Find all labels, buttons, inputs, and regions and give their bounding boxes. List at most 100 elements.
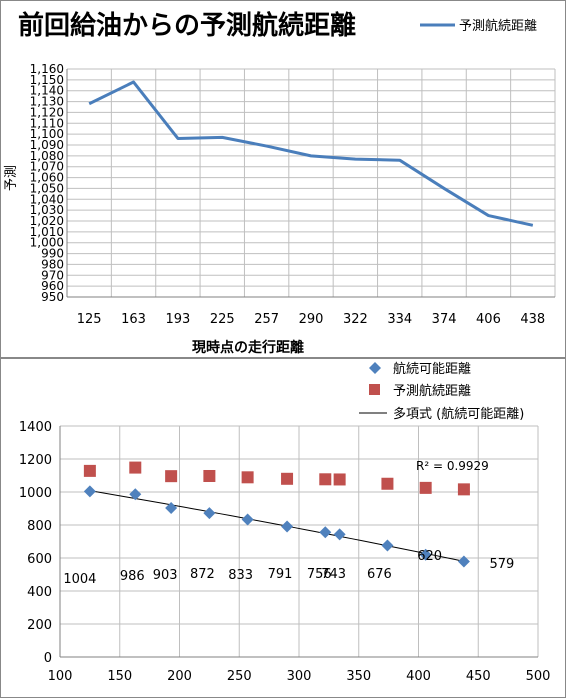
chart1-y-tick-label: 1,120 <box>30 105 64 119</box>
chart2-y-tick-label: 1200 <box>19 453 52 468</box>
chart2-point-predicted <box>419 481 432 494</box>
chart1-y-tick-label: 1,060 <box>30 171 64 185</box>
chart2-x-tick-label: 450 <box>466 669 491 684</box>
chart1-legend: 予測航続距離 <box>420 18 537 34</box>
chart1-y-tick-label: 1,090 <box>30 138 64 152</box>
chart1-y-tick-label: 1,050 <box>30 181 64 195</box>
chart1-y-tick-label: 1,000 <box>30 236 64 250</box>
chart2-legend-label-2: 予測航続距離 <box>393 383 471 399</box>
chart2-series <box>83 461 470 568</box>
chart1-y-tick-label: 1,080 <box>30 149 64 163</box>
chart2-x-tick-label: 400 <box>406 669 431 684</box>
chart1-x-tick-label: 125 <box>77 312 102 327</box>
chart2-y-tick-label: 400 <box>27 585 52 600</box>
chart2-x-tick-label: 200 <box>167 669 192 684</box>
chart2-data-label: 579 <box>489 557 514 572</box>
chart2-point-range <box>83 485 96 498</box>
chart2-data-label: 620 <box>417 549 442 564</box>
chart2-data-label: 986 <box>120 569 145 584</box>
chart2-point-predicted <box>129 461 142 474</box>
chart1-legend-label: 予測航続距離 <box>459 18 537 34</box>
chart1-y-tick-label: 1,140 <box>30 84 64 98</box>
chart1-y-tick-label: 1,010 <box>30 225 64 239</box>
chart2-data-label: 903 <box>153 568 178 583</box>
chart1-y-tick-label: 1,100 <box>30 127 64 141</box>
chart1-y-tick-label: 950 <box>41 290 64 304</box>
chart2-y-tick-label: 600 <box>27 552 52 567</box>
chart1-x-tick-label: 322 <box>343 312 368 327</box>
chart1-x-tick-label: 334 <box>387 312 412 327</box>
chart1-y-ticks: 9509609709809901,0001,0101,0201,0301,040… <box>30 62 64 304</box>
chart2-y-tick-label: 1000 <box>19 486 52 501</box>
chart2-point-range <box>203 507 216 520</box>
scatter-chart: 0 200 400 600 800 1000 1200 1400 100 150 200 250 30… <box>0 358 566 698</box>
chart2-data-label: 872 <box>190 567 215 582</box>
chart2-point-range <box>281 520 294 533</box>
chart1-x-tick-label: 257 <box>254 312 279 327</box>
chart2-point-range <box>129 488 142 501</box>
chart2-point-range <box>319 526 332 539</box>
chart2-gridlines <box>59 425 539 658</box>
chart2-point-range <box>241 513 254 526</box>
chart2-trendline-path <box>89 490 465 562</box>
chart1-x-axis-label: 現時点の走行距離 <box>192 339 304 356</box>
chart2-point-range <box>381 539 394 552</box>
chart2-point-predicted <box>241 471 254 484</box>
chart2-x-tick-label: 150 <box>107 669 132 684</box>
chart1-y-tick-label: 1,070 <box>30 160 64 174</box>
chart2-point-predicted <box>83 464 96 477</box>
chart2-point-predicted <box>281 472 294 485</box>
chart1-x-tick-label: 374 <box>432 312 457 327</box>
chart2-y-ticks: 0 200 400 600 800 1000 1200 1400 <box>19 420 52 666</box>
chart2-r-squared: R² = 0.9929 <box>416 459 489 473</box>
chart2-legend: 航続可能距離 予測航続距離 多項式 (航続可能距離) <box>359 361 524 422</box>
chart1-x-tick-label: 438 <box>520 312 545 327</box>
chart1-y-tick-label: 1,040 <box>30 192 64 206</box>
chart1-y-axis-label: 予測 <box>4 165 19 191</box>
chart2-x-tick-label: 100 <box>48 669 73 684</box>
chart1-series-line <box>88 80 534 227</box>
chart2-data-label: 756 <box>307 567 332 582</box>
chart1-x-tick-label: 193 <box>165 312 190 327</box>
chart2-legend-diamond <box>369 362 381 374</box>
chart2-point-range <box>165 502 178 515</box>
chart2-point-range <box>457 555 470 568</box>
chart1-frame <box>0 0 566 358</box>
chart1-x-tick-label: 406 <box>476 312 501 327</box>
chart2-point-range <box>419 548 432 561</box>
chart2-x-tick-label: 300 <box>287 669 312 684</box>
chart1-x-tick-label: 290 <box>299 312 324 327</box>
chart1-y-tick-label: 1,150 <box>30 73 64 87</box>
chart1-y-tick-label: 990 <box>41 247 64 261</box>
chart2-legend-square <box>369 384 380 395</box>
chart2-legend-label-3: 多項式 (航続可能距離) <box>393 406 524 422</box>
chart2-y-tick-label: 1400 <box>19 420 52 435</box>
chart1-y-tick-label: 1,110 <box>30 116 64 130</box>
chart1-y-tick-label: 970 <box>41 268 64 282</box>
chart2-data-label: 743 <box>321 567 346 582</box>
chart2-y-tick-label: 0 <box>44 651 52 666</box>
chart2-point-predicted <box>203 469 216 482</box>
chart2-point-predicted <box>319 473 332 486</box>
chart1-series <box>88 80 534 227</box>
chart1-x-ticks: 125 163 193 225 257 290 322 334 374 406 438 <box>77 312 545 327</box>
chart1-x-tick-label: 225 <box>210 312 235 327</box>
chart2-trendline <box>89 490 465 562</box>
chart2-x-tick-label: 500 <box>526 669 551 684</box>
chart1-y-tick-label: 1,130 <box>30 95 64 109</box>
chart1-x-tick-label: 163 <box>121 312 146 327</box>
chart1-title: 前回給油からの予測航続距離 <box>18 10 356 41</box>
chart2-data-label: 676 <box>367 567 392 582</box>
chart2-point-range <box>333 528 346 541</box>
chart2-point-predicted <box>381 477 394 490</box>
chart2-point-predicted <box>165 470 178 483</box>
chart2-data-label: 1004 <box>63 572 96 587</box>
chart1-y-tick-label: 960 <box>41 279 64 293</box>
chart2-data-label: 833 <box>228 568 253 583</box>
chart1-y-tick-label: 1,020 <box>30 214 64 228</box>
chart2-x-ticks: 100 150 200 250 300 350 400 450 500 <box>48 669 551 684</box>
line-chart: 前回給油からの予測航続距離 9509609709809901,0001,0101… <box>0 0 566 358</box>
chart2-x-tick-label: 250 <box>227 669 252 684</box>
